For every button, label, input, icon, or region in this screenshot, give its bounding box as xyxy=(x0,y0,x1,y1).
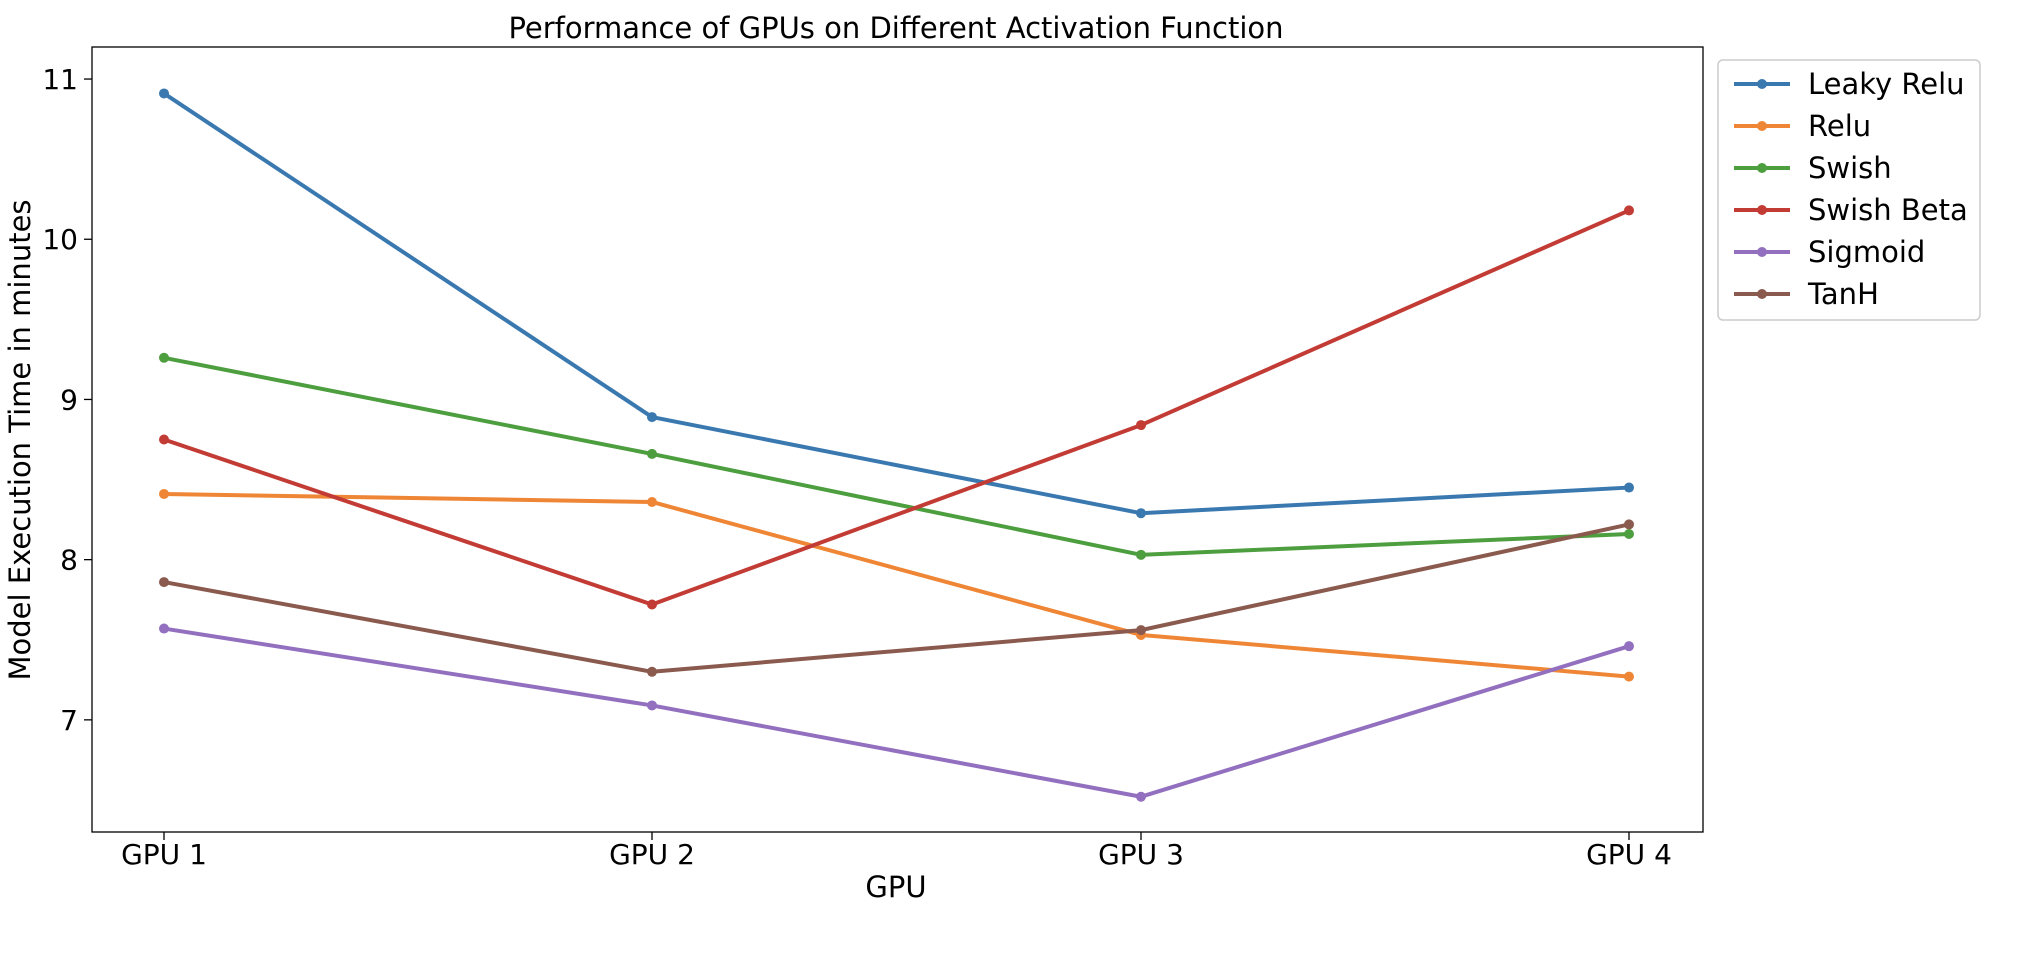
legend-item: Sigmoid xyxy=(1734,235,1925,269)
x-tick-label: GPU 1 xyxy=(121,838,207,871)
series-sigmoid xyxy=(159,623,1634,802)
series-line xyxy=(162,355,1631,557)
data-point xyxy=(647,599,657,610)
legend-item: Leaky Relu xyxy=(1734,67,1965,101)
legend-item: Relu xyxy=(1734,109,1871,143)
series-line xyxy=(162,91,1631,516)
series-swish xyxy=(159,352,1634,560)
legend-swatch-marker xyxy=(1757,205,1767,215)
legend-label: Swish xyxy=(1808,151,1892,185)
data-point xyxy=(1136,625,1146,636)
legend-swatch-marker xyxy=(1757,247,1767,257)
legend-label: Swish Beta xyxy=(1808,193,1968,227)
legend-label: Relu xyxy=(1808,109,1871,143)
legend-swatch-marker xyxy=(1757,79,1767,89)
legend-swatch-marker xyxy=(1757,289,1767,299)
legend-item: Swish xyxy=(1734,151,1892,185)
x-tick-label: GPU 3 xyxy=(1098,838,1184,871)
legend-swatch-marker xyxy=(1757,121,1767,131)
y-tick-label: 11 xyxy=(42,63,78,96)
y-tick-label: 9 xyxy=(60,383,78,416)
legend-label: Sigmoid xyxy=(1808,235,1925,269)
legend-label: TanH xyxy=(1807,277,1879,311)
legend: Leaky Relu Relu Swish Swish Beta Sigmoid TanH xyxy=(1717,59,1981,321)
series-swish-beta xyxy=(159,205,1634,610)
series-line xyxy=(162,626,1631,799)
plot-area xyxy=(91,46,1704,833)
x-axis-label: GPU xyxy=(865,870,926,904)
data-point xyxy=(1624,641,1634,652)
series-layer xyxy=(159,88,1634,802)
chart-title: Performance of GPUs on Different Activat… xyxy=(508,11,1283,45)
x-tick-label: GPU 2 xyxy=(609,838,695,871)
series-line xyxy=(162,522,1631,674)
y-tick-label: 10 xyxy=(42,223,78,256)
data-point xyxy=(1624,671,1634,682)
data-point xyxy=(159,577,169,588)
x-tick-label: GPU 4 xyxy=(1586,838,1672,871)
data-point xyxy=(647,700,657,711)
series-leaky-relu xyxy=(159,88,1634,519)
data-point xyxy=(1136,508,1146,519)
series-line xyxy=(162,491,1631,679)
y-tick-label: 8 xyxy=(60,544,78,577)
data-point xyxy=(159,88,169,99)
y-axis: 7 8 9 10 11 xyxy=(42,63,92,737)
data-point xyxy=(159,488,169,499)
data-point xyxy=(1136,791,1146,802)
data-point xyxy=(1136,549,1146,560)
data-point xyxy=(647,412,657,423)
legend-swatch-marker xyxy=(1757,163,1767,173)
legend-item: Swish Beta xyxy=(1734,193,1968,227)
series-tanh xyxy=(159,519,1634,677)
data-point xyxy=(647,496,657,507)
data-point xyxy=(1624,205,1634,216)
y-axis-label: Model Execution Time in minutes xyxy=(3,199,37,680)
data-point xyxy=(1624,482,1634,493)
series-line xyxy=(162,208,1631,607)
y-tick-label: 7 xyxy=(60,704,78,737)
x-axis: GPU 1 GPU 2 GPU 3 GPU 4 xyxy=(121,832,1672,871)
legend-item: TanH xyxy=(1734,277,1879,311)
data-point xyxy=(159,623,169,634)
data-point xyxy=(159,352,169,363)
data-point xyxy=(159,434,169,445)
data-point xyxy=(1624,529,1634,540)
legend-label: Leaky Relu xyxy=(1808,67,1965,101)
data-point xyxy=(647,666,657,677)
data-point xyxy=(647,448,657,459)
data-point xyxy=(1136,420,1146,431)
data-point xyxy=(1624,519,1634,530)
